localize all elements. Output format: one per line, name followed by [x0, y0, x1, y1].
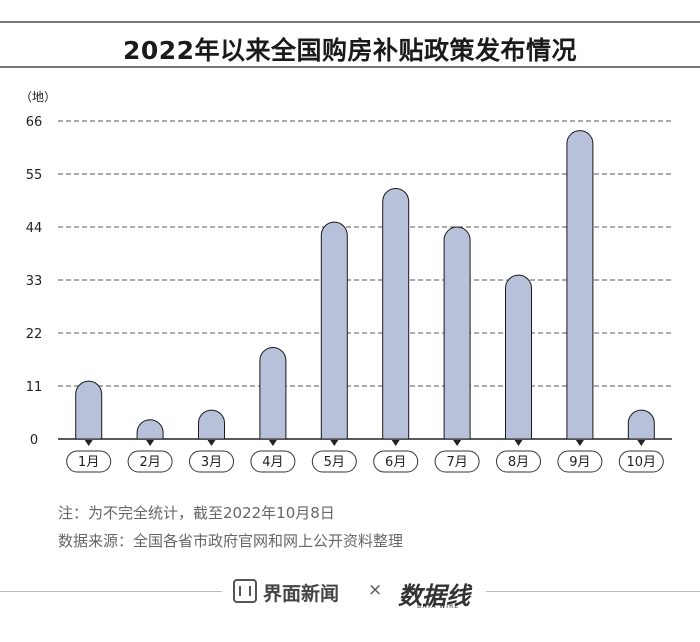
footnote: 注：为不完全统计，截至2022年10月8日 — [58, 504, 335, 522]
x-tick-marker — [84, 440, 93, 446]
bar — [566, 130, 594, 440]
bar — [259, 346, 287, 440]
y-tick-label: 22 — [26, 327, 43, 342]
x-tick-marker — [453, 440, 462, 446]
x-tick-pill — [189, 450, 234, 473]
x-tick-pill — [557, 450, 603, 473]
x-tick-marker — [207, 440, 216, 446]
footer: 界面新闻 × 数据线 DATA WIRE — [0, 576, 700, 610]
x-tick-label: 9月 — [569, 455, 590, 470]
y-tick-label: 44 — [26, 221, 43, 236]
footer-line-right — [486, 591, 700, 592]
x-tick-pill — [127, 450, 173, 473]
bar — [320, 221, 348, 440]
x-tick-label: 10月 — [627, 455, 657, 470]
bar — [198, 409, 225, 440]
x-tick-label: 8月 — [508, 455, 529, 470]
bar — [443, 226, 471, 440]
data-source: 数据来源：全国各省市政府官网和网上公开资料整理 — [58, 532, 404, 550]
x-tick-marker — [637, 440, 646, 446]
bar — [382, 187, 410, 440]
x-tick-label: 7月 — [446, 455, 467, 470]
x-tick-pill — [311, 450, 357, 473]
x-tick-marker — [514, 440, 523, 446]
x-tick-label: 3月 — [201, 455, 222, 470]
y-tick-label: 55 — [26, 168, 43, 183]
brand-jiemian: 界面新闻 — [263, 583, 340, 605]
x-tick-pill — [250, 450, 296, 473]
y-tick-label: 33 — [26, 274, 43, 289]
x-tick-marker — [575, 440, 584, 446]
title-rule-top — [0, 21, 700, 23]
x-tick-label: 4月 — [262, 455, 283, 470]
chart-title: 2022年以来全国购房补贴政策发布情况 — [122, 36, 578, 65]
bar-chart: （地） 0 11 22 33 44 55 66 1月 2月 3月 4月 5月 6月 7月 8月 9月 10月 — [20, 90, 672, 473]
x-tick-label: 5月 — [324, 455, 345, 470]
bar — [75, 380, 103, 440]
y-axis-unit-label: （地） — [20, 90, 56, 104]
x-tick-marker — [268, 440, 277, 446]
footer-line-left — [0, 591, 222, 592]
x-tick-pill — [66, 450, 112, 473]
x-tick-marker — [146, 440, 155, 446]
x-tick-marker — [330, 440, 339, 446]
x-tick-label: 1月 — [78, 455, 99, 470]
jiemian-logo-icon — [233, 579, 257, 603]
y-tick-label: 66 — [26, 115, 43, 130]
x-tick-pill — [496, 450, 541, 473]
y-tick-label: 0 — [30, 433, 38, 448]
x-tick-label: 2月 — [139, 455, 160, 470]
times-symbol: × — [368, 580, 383, 600]
x-tick-pill — [373, 450, 419, 473]
x-tick-marker — [391, 440, 400, 446]
x-tick-pill — [618, 450, 664, 473]
brand-datawire-sub: DATA WIRE — [417, 603, 460, 610]
bar — [505, 274, 532, 440]
brand-datawire: 数据线 — [398, 581, 470, 610]
bar — [136, 419, 164, 440]
bar — [627, 409, 655, 440]
title-rule-bottom — [0, 66, 700, 68]
y-tick-label: 11 — [26, 380, 43, 395]
x-tick-label: 6月 — [385, 455, 406, 470]
x-tick-pill — [434, 450, 480, 473]
